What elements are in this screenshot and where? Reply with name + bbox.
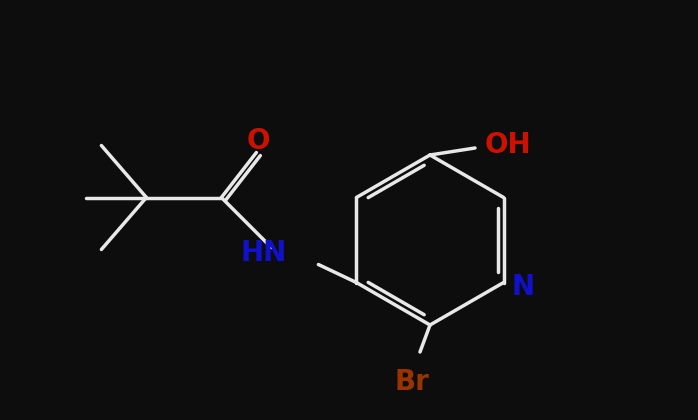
Text: HN: HN — [240, 239, 286, 267]
Text: O: O — [246, 126, 270, 155]
Text: N: N — [512, 273, 535, 300]
Text: OH: OH — [485, 131, 532, 159]
Text: Br: Br — [394, 368, 429, 396]
